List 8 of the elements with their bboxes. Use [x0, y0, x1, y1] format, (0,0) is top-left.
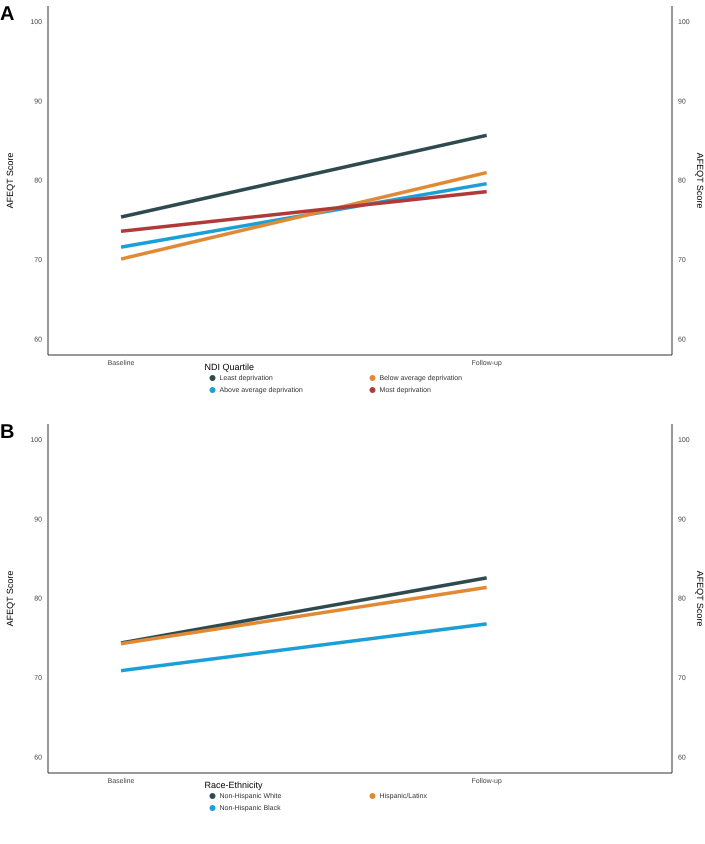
- y2-axis-title: AFEQT Score: [695, 570, 705, 626]
- y2-axis-title: AFEQT Score: [695, 152, 705, 208]
- y-axis-title: AFEQT Score: [5, 570, 15, 626]
- chart-title: B: [0, 421, 14, 443]
- legend-title: Race-Ethnicity: [204, 780, 264, 790]
- legend-title: NDI Quartile: [204, 362, 254, 372]
- y-axis-title: AFEQT Score: [5, 152, 15, 208]
- chart-title: A: [0, 3, 14, 25]
